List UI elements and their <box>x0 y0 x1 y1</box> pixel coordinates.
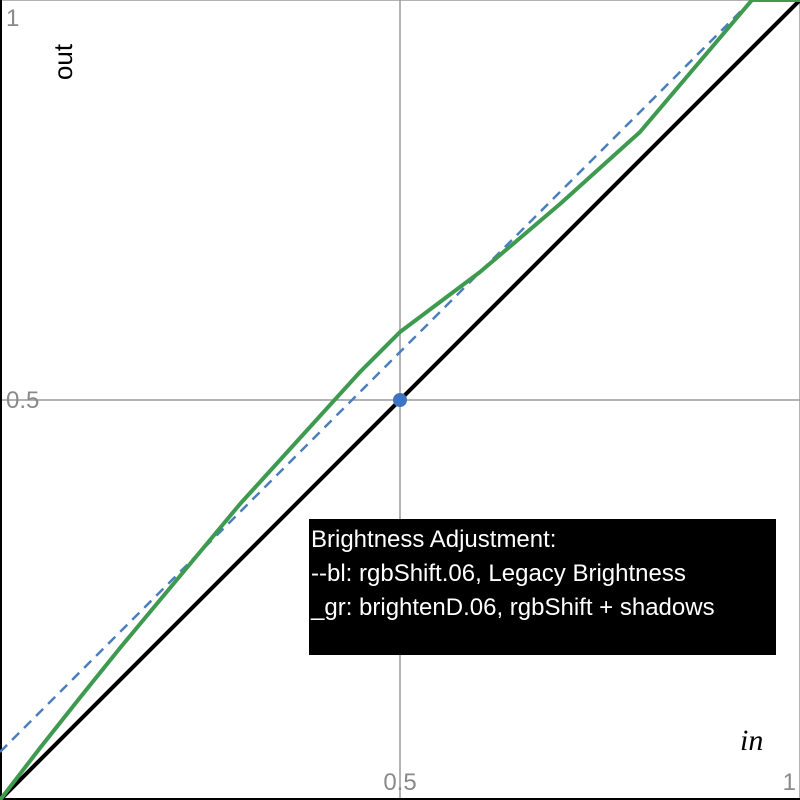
annotation-title: Brightness Adjustment: <box>311 526 557 553</box>
data-point-0 <box>393 393 407 407</box>
annotation-box: Brightness Adjustment: --bl: rgbShift.06… <box>309 519 776 655</box>
annotation-line-blue: --bl: rgbShift.06, Legacy Brightness <box>311 560 686 587</box>
points-group <box>393 393 407 407</box>
y-tick-label-0: 0.5 <box>6 387 39 414</box>
tick-labels: 0.5 1 0.5 1 <box>6 5 796 796</box>
series-line-1 <box>0 0 753 753</box>
x-tick-label-0: 0.5 <box>383 769 416 796</box>
y-axis-label: out <box>48 43 78 80</box>
annotation-line-green: _gr: brightenD.06, rgbShift + shadows <box>311 594 715 621</box>
x-tick-label-1: 1 <box>783 769 796 796</box>
y-tick-label-1: 1 <box>6 5 19 32</box>
x-axis-label: in <box>740 724 763 757</box>
